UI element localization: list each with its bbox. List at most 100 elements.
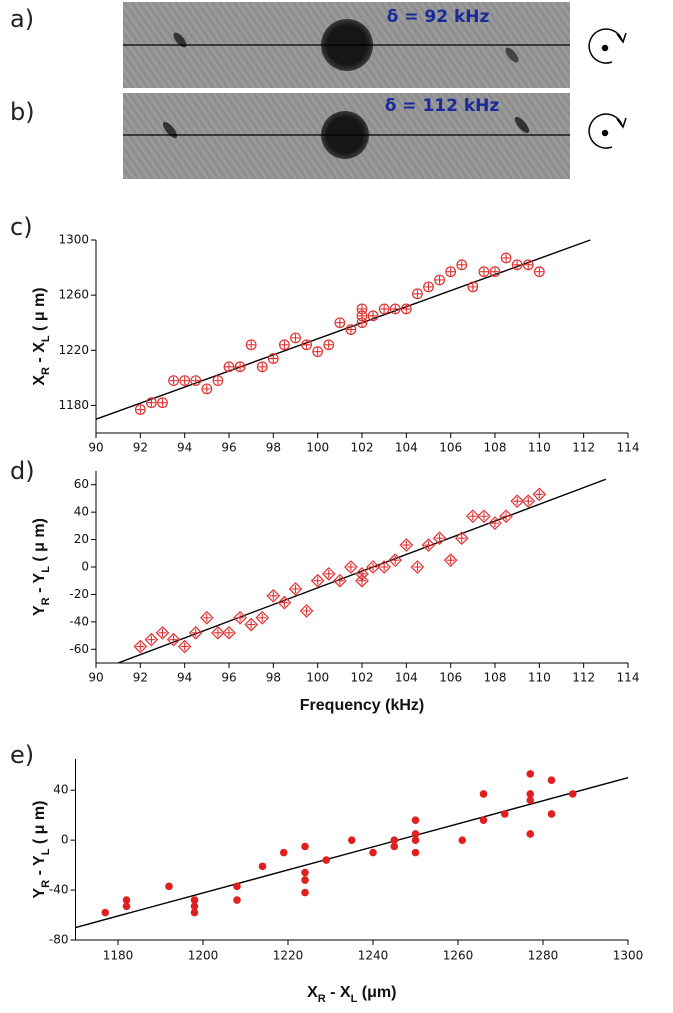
point — [267, 353, 279, 364]
point — [201, 383, 213, 395]
x-tick-label: 112 — [572, 441, 595, 455]
point — [258, 862, 267, 871]
ring — [400, 303, 412, 315]
x-tick-label: 104 — [395, 671, 418, 685]
cross — [313, 347, 322, 356]
diamond — [477, 509, 491, 524]
panel-label: c) — [10, 213, 33, 241]
cross — [147, 635, 156, 644]
diamond — [344, 560, 358, 574]
ring — [201, 383, 213, 395]
point — [190, 902, 199, 911]
dot — [165, 882, 173, 891]
cross — [491, 519, 499, 528]
point — [234, 361, 246, 373]
y-tick-label: 0 — [81, 560, 89, 574]
diamond — [454, 531, 469, 546]
cross — [158, 398, 167, 407]
point — [166, 632, 181, 647]
cross — [269, 591, 278, 600]
diamond — [177, 639, 192, 654]
point — [388, 553, 403, 567]
x-tick-label: 108 — [484, 671, 507, 685]
dot — [526, 830, 535, 838]
diamond — [199, 610, 214, 625]
point — [356, 303, 368, 315]
x-tick-label: 110 — [528, 671, 551, 685]
diamond — [144, 632, 159, 647]
cross — [136, 642, 145, 651]
point — [279, 339, 290, 351]
point — [477, 509, 491, 524]
dot — [190, 908, 199, 917]
dot — [122, 896, 131, 904]
ring — [279, 339, 290, 351]
point — [245, 339, 257, 351]
point — [101, 908, 110, 917]
point — [390, 836, 399, 844]
diamond — [188, 625, 203, 640]
cross — [380, 563, 389, 571]
point — [322, 856, 331, 864]
label-part: Y — [31, 887, 48, 898]
diamond — [377, 560, 392, 574]
dot — [101, 908, 110, 917]
point — [299, 604, 314, 618]
point — [522, 259, 534, 271]
dot — [369, 848, 377, 857]
point — [366, 560, 380, 574]
cross — [468, 512, 477, 521]
point — [526, 830, 535, 838]
point — [211, 625, 225, 640]
x-tick-label: 106 — [439, 441, 462, 455]
cross — [191, 628, 200, 637]
y-tick-label: 40 — [74, 505, 89, 519]
ring — [467, 281, 479, 293]
point — [510, 494, 525, 509]
x-tick-label: 92 — [133, 441, 148, 455]
point — [411, 836, 420, 844]
point — [122, 896, 131, 904]
ring — [511, 259, 523, 271]
x-tick-label: 114 — [617, 671, 640, 685]
diamond — [166, 632, 181, 647]
point — [301, 876, 309, 884]
x-tick-label: 1220 — [273, 949, 304, 963]
ring — [223, 361, 235, 373]
cross — [147, 398, 156, 407]
point — [547, 810, 556, 818]
point — [378, 303, 390, 315]
diamond — [421, 538, 436, 552]
ring — [267, 353, 279, 364]
point — [212, 375, 224, 387]
dot — [479, 816, 488, 824]
label-part: - Y — [31, 855, 48, 880]
point — [458, 836, 467, 844]
point — [526, 796, 535, 804]
x-tick-label: 94 — [177, 441, 192, 455]
point — [432, 531, 447, 546]
dot — [322, 856, 331, 864]
point — [526, 790, 535, 798]
point — [489, 266, 501, 278]
ring — [445, 266, 457, 278]
point — [410, 560, 425, 574]
cross — [369, 563, 378, 571]
diamond — [510, 494, 525, 509]
point — [177, 639, 192, 654]
cross — [346, 563, 355, 571]
dot — [233, 896, 241, 904]
point — [411, 816, 420, 824]
point — [190, 908, 199, 917]
cross — [291, 584, 300, 593]
label-part: L — [40, 566, 52, 573]
point — [146, 397, 157, 409]
label-part: ( μ m) — [31, 801, 48, 849]
point — [301, 842, 309, 851]
point — [389, 303, 401, 315]
diamond — [465, 509, 480, 524]
point — [310, 573, 325, 588]
point — [479, 790, 488, 798]
dot — [500, 810, 509, 818]
cross — [535, 267, 544, 276]
